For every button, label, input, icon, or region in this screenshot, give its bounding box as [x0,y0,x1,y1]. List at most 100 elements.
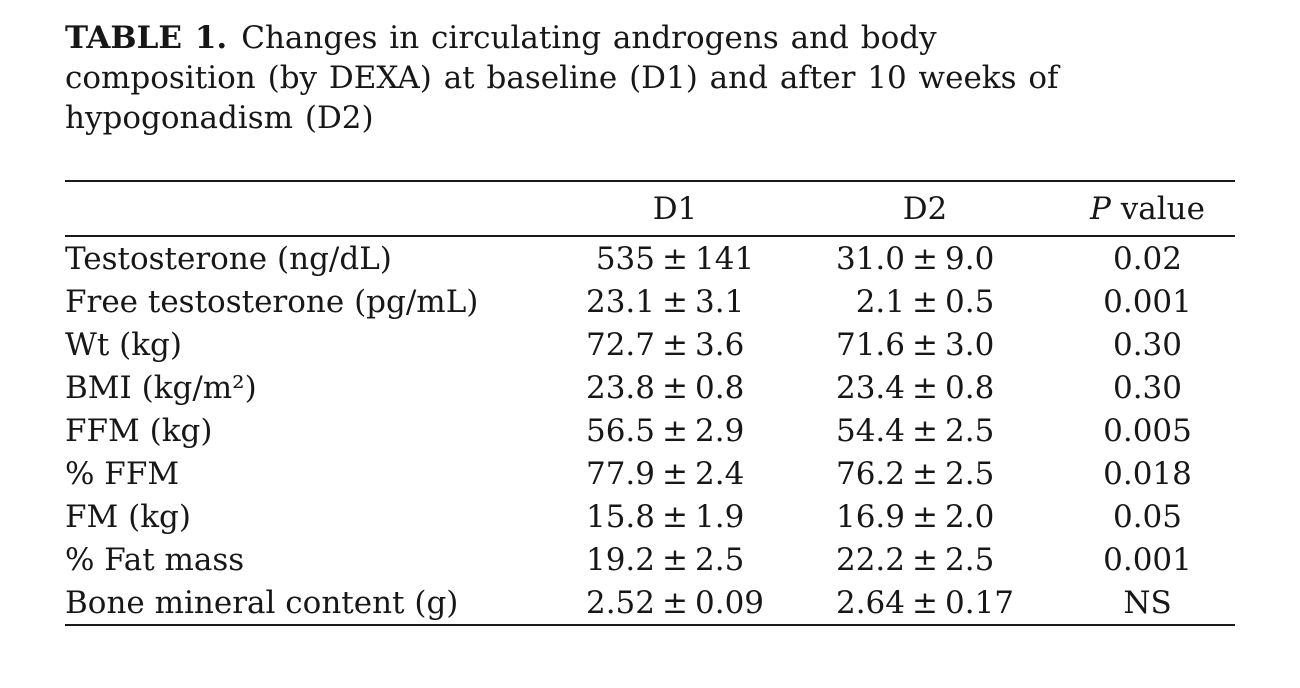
mean-value: 16.9 [835,498,905,535]
d2-value: 22.2 ±2.5 [813,542,1037,578]
table-caption: TABLE 1. Changes in circulating androgens… [65,18,1205,138]
d1-value: 19.2 ±2.5 [563,542,787,578]
caption-line-2: composition (by DEXA) at baseline (D1) a… [65,60,1059,96]
mean-value: 76.2 [835,455,905,492]
plus-minus-sign: ± [912,455,938,492]
d1-value-cell: 72.7 ±3.6 [560,323,790,366]
sd-value: 2.4 [695,455,745,492]
header-d1: D1 [652,190,698,227]
d1-value-cell: 23.1 ±3.1 [560,280,790,323]
p-value-cell: 0.30 [1112,326,1183,363]
mean-value: 22.2 [835,541,905,578]
p-value-cell: 0.02 [1112,240,1183,277]
d2-value-cell: 23.4 ±0.8 [790,366,1060,409]
d2-value: 23.4 ±0.8 [813,370,1037,406]
sd-value: 2.5 [945,412,995,449]
sd-value: 2.9 [695,412,745,449]
table-row: Bone mineral content (g) 2.52 ±0.09 2.64 ±0.… [65,581,1235,625]
plus-minus-sign: ± [912,240,938,277]
plus-minus-sign: ± [912,498,938,535]
d1-value-cell: 535 ±141 [560,236,790,280]
table-row: FM (kg) 15.8 ±1.9 16.9 ±2.0 0.05 [65,495,1235,538]
p-value-cell: 0.018 [1103,455,1192,492]
d1-value-cell: 2.52 ±0.09 [560,581,790,625]
header-p-value: P value [1060,181,1235,236]
table-body: Testosterone (ng/dL) 535 ±141 31.0 ±9.0 0.02 F… [65,236,1235,625]
d1-value: 77.9 ±2.4 [563,456,787,492]
table-row: FFM (kg) 56.5 ±2.9 54.4 ±2.5 0.005 [65,409,1235,452]
sd-value: 1.9 [695,498,745,535]
plus-minus-sign: ± [912,541,938,578]
table-row: BMI (kg/m²) 23.8 ±0.8 23.4 ±0.8 0.30 [65,366,1235,409]
d2-value-cell: 16.9 ±2.0 [790,495,1060,538]
plus-minus-sign: ± [662,584,688,621]
d2-value-cell: 2.64 ±0.17 [790,581,1060,625]
d2-value-cell: 2.1 ±0.5 [790,280,1060,323]
table-row: Wt (kg) 72.7 ±3.6 71.6 ±3.0 0.30 [65,323,1235,366]
p-value-cell: 0.001 [1103,541,1192,578]
d1-value-cell: 77.9 ±2.4 [560,452,790,495]
d1-value: 15.8 ±1.9 [563,499,787,535]
d1-value-cell: 23.8 ±0.8 [560,366,790,409]
sd-value: 2.5 [945,541,995,578]
mean-value: 31.0 [835,240,905,277]
mean-value: 71.6 [835,326,905,363]
d2-value: 71.6 ±3.0 [813,327,1037,363]
sd-value: 0.09 [695,584,765,621]
d1-value: 23.8 ±0.8 [563,370,787,406]
d2-value: 2.1 ±0.5 [813,284,1037,320]
d2-value-cell: 31.0 ±9.0 [790,236,1060,280]
p-value-cell: 0.001 [1103,283,1192,320]
d1-value-cell: 15.8 ±1.9 [560,495,790,538]
sd-value: 2.5 [945,455,995,492]
mean-value: 2.1 [855,283,905,320]
d2-value: 76.2 ±2.5 [813,456,1037,492]
mean-value: 2.64 [835,584,905,621]
sd-value: 3.6 [695,326,745,363]
journal-page: TABLE 1. Changes in circulating androgens… [65,18,1235,626]
data-table: D1 D2 P value Testosterone (ng/dL) 535 ±14… [65,180,1235,626]
plus-minus-sign: ± [662,541,688,578]
row-label: BMI (kg/m²) [65,369,257,406]
plus-minus-sign: ± [912,369,938,406]
table-row: Free testosterone (pg/mL) 23.1 ±3.1 2.1 ±0.5… [65,280,1235,323]
plus-minus-sign: ± [662,240,688,277]
d2-value: 2.64 ±0.17 [813,585,1037,621]
p-value-italic-p: P [1090,190,1111,227]
sd-value: 2.0 [945,498,995,535]
plus-minus-sign: ± [662,283,688,320]
d1-value: 72.7 ±3.6 [563,327,787,363]
row-label: % Fat mass [65,541,245,578]
mean-value: 19.2 [585,541,655,578]
plus-minus-sign: ± [912,584,938,621]
row-label: Testosterone (ng/dL) [65,240,392,277]
mean-value: 77.9 [585,455,655,492]
d2-value-cell: 54.4 ±2.5 [790,409,1060,452]
p-value-cell: 0.30 [1112,369,1183,406]
row-label: Bone mineral content (g) [65,584,459,621]
d2-value-cell: 22.2 ±2.5 [790,538,1060,581]
plus-minus-sign: ± [912,283,938,320]
sd-value: 3.1 [695,283,745,320]
mean-value: 72.7 [585,326,655,363]
mean-value: 535 [595,240,655,277]
mean-value: 23.1 [585,283,655,320]
caption-line-3: hypogonadism (D2) [65,100,374,136]
row-label: Wt (kg) [65,326,182,363]
plus-minus-sign: ± [912,412,938,449]
d2-value: 54.4 ±2.5 [813,413,1037,449]
d2-value: 31.0 ±9.0 [813,241,1037,277]
mean-value: 54.4 [835,412,905,449]
d2-value-cell: 76.2 ±2.5 [790,452,1060,495]
sd-value: 9.0 [945,240,995,277]
mean-value: 23.8 [585,369,655,406]
caption-text: Changes in circulating androgens and bod… [241,20,937,56]
mean-value: 56.5 [585,412,655,449]
plus-minus-sign: ± [662,412,688,449]
sd-value: 0.5 [945,283,995,320]
header-parameter [65,181,560,236]
row-label: FM (kg) [65,498,191,535]
plus-minus-sign: ± [662,455,688,492]
d2-value: 16.9 ±2.0 [813,499,1037,535]
d1-value: 23.1 ±3.1 [563,284,787,320]
